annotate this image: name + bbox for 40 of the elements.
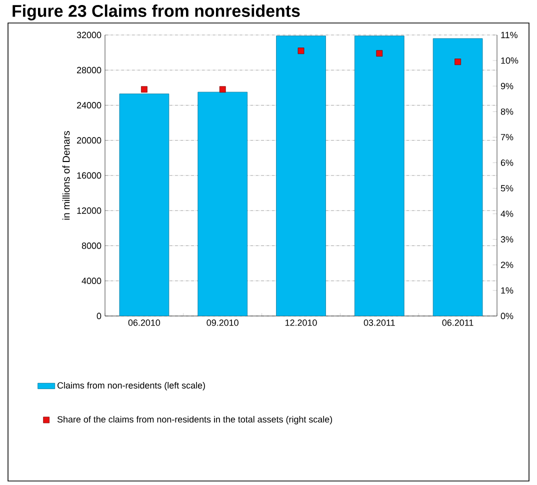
bar	[354, 36, 404, 316]
point	[376, 50, 383, 57]
y2-tick-label: 3%	[500, 236, 514, 243]
y-tick-label: 8000	[82, 242, 102, 249]
y2-tick-label: 5%	[500, 185, 514, 192]
y-tick-label: 32000	[76, 32, 102, 38]
y-tick-label: 20000	[77, 137, 102, 144]
y-tick-label: 0	[96, 312, 102, 320]
legend-label: Claims from non-residents (left scale)	[57, 382, 205, 390]
y2-tick-label: 10%	[501, 57, 518, 64]
y-tick-label: 16000	[77, 172, 102, 179]
x-tick-label: 03.2011	[364, 320, 395, 326]
y2-tick-label: 7%	[500, 134, 514, 140]
y2-tick-label: 4%	[500, 210, 514, 217]
x-tick-label: 06.2011	[442, 320, 474, 326]
bar	[119, 94, 170, 316]
y2-tick-label: 11%	[501, 32, 518, 38]
bar	[432, 38, 483, 316]
y-tick-label: 12000	[77, 207, 102, 214]
point	[454, 58, 462, 66]
y2-tick-label: 2%	[500, 262, 514, 268]
x-tick-label: 12.2010	[285, 320, 317, 326]
y-axis-title: in millions of Denars	[62, 131, 70, 220]
y-tick-label: 24000	[77, 102, 102, 108]
y-tick-label: 4000	[82, 278, 102, 284]
chart-title: Figure 23 Claims from nonresidents	[12, 4, 300, 20]
y2-tick-label: 8%	[500, 108, 514, 115]
x-tick-label: 09.2010	[206, 320, 238, 326]
point	[141, 86, 148, 93]
bar	[276, 36, 326, 316]
y2-tick-label: 0%	[500, 312, 514, 320]
bar	[198, 92, 248, 316]
point	[298, 48, 304, 54]
y-tick-label: 28000	[77, 66, 102, 74]
point	[219, 86, 226, 93]
x-tick-label: 06.2010	[128, 320, 160, 326]
y2-tick-label: 1%	[501, 287, 514, 294]
y2-tick-label: 6%	[500, 160, 514, 166]
y2-tick-label: 9%	[500, 82, 514, 90]
legend-label: Share of the claims from non-residents in the total assets (right scale)	[57, 416, 332, 424]
